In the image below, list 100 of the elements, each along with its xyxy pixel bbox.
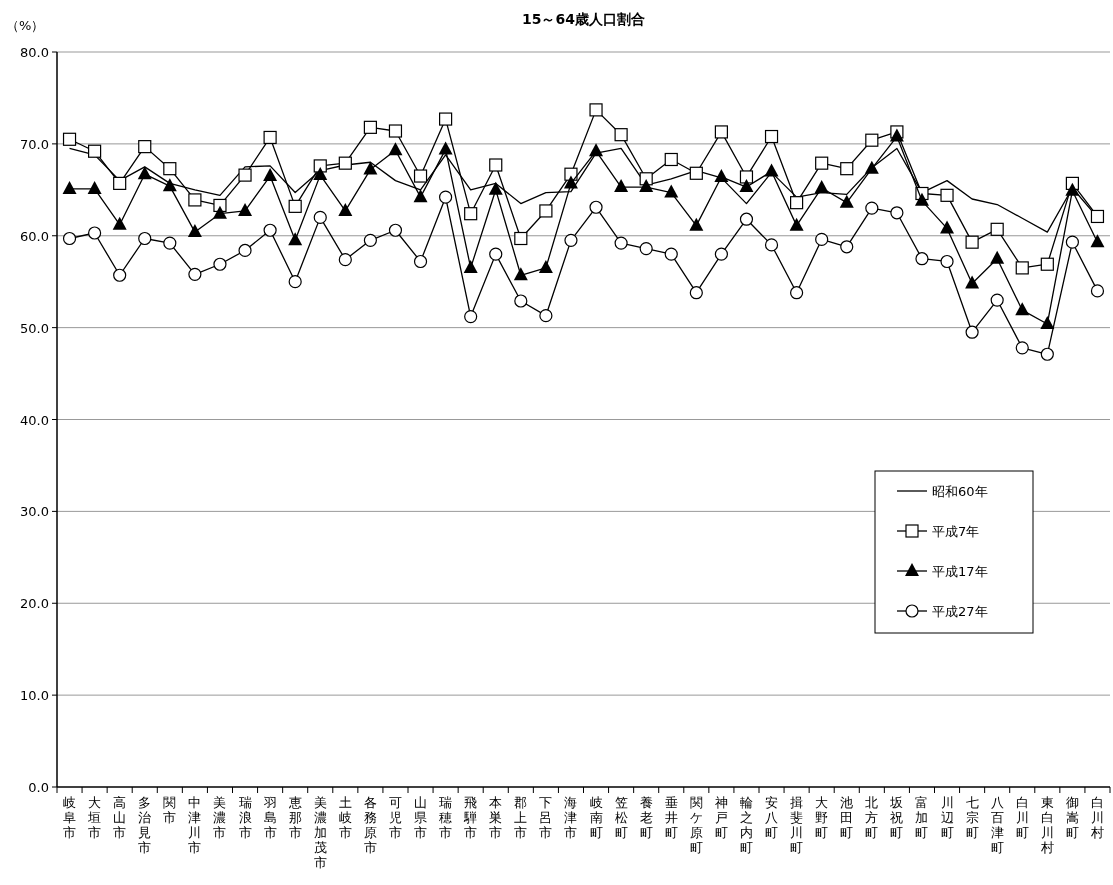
point — [514, 231, 528, 246]
x-tick-label: 美濃加茂市 — [313, 795, 327, 870]
point — [489, 247, 503, 261]
point — [1090, 209, 1105, 224]
x-tick-label: 郡上市 — [514, 795, 528, 840]
point — [338, 202, 353, 216]
point — [990, 222, 1004, 236]
point — [614, 179, 629, 193]
x-tick-label: 羽島市 — [262, 795, 277, 840]
x-tick-label: 岐南町 — [589, 795, 603, 840]
y-axis-title: （%） — [6, 18, 45, 33]
point — [188, 267, 202, 281]
y-tick-label: 50.0 — [20, 320, 49, 336]
point — [614, 128, 628, 142]
x-tick-label: 瑞穂市 — [439, 795, 453, 840]
point — [363, 120, 377, 134]
point — [714, 125, 728, 139]
point — [865, 201, 879, 215]
point — [463, 259, 478, 273]
point — [714, 247, 728, 261]
point — [914, 192, 929, 206]
point — [464, 310, 478, 324]
point — [489, 158, 503, 172]
x-tick-label: 笠松町 — [614, 795, 628, 840]
point — [138, 140, 152, 154]
point — [464, 207, 478, 221]
point — [363, 161, 378, 175]
point — [388, 124, 403, 138]
point — [564, 233, 578, 247]
point — [238, 243, 252, 258]
point — [513, 267, 528, 281]
y-tick-label: 10.0 — [20, 688, 49, 704]
point — [113, 268, 127, 282]
point — [664, 247, 678, 261]
x-tick-label: 富加町 — [915, 795, 929, 840]
point — [589, 200, 603, 214]
point — [88, 144, 102, 158]
point — [940, 220, 955, 234]
chart-title: 15～64歳人口割合 — [522, 11, 645, 27]
point — [413, 254, 428, 269]
point — [138, 231, 152, 246]
point — [563, 175, 578, 189]
point — [764, 129, 779, 144]
x-tick-label: 各務原市 — [363, 795, 377, 855]
y-tick-label: 60.0 — [20, 228, 49, 244]
point — [790, 286, 804, 300]
x-tick-label: 関市 — [163, 795, 177, 825]
x-tick-label: 川辺町 — [940, 795, 954, 840]
point — [62, 231, 77, 246]
point — [288, 275, 302, 289]
point — [815, 156, 829, 170]
point — [789, 217, 804, 231]
x-tick-label: 関ケ原町 — [689, 795, 703, 855]
point — [62, 180, 77, 194]
point — [212, 205, 227, 219]
point — [1090, 284, 1105, 298]
point — [865, 133, 879, 147]
point — [263, 223, 277, 237]
point — [112, 216, 127, 230]
x-tick-label: 白川村 — [1089, 795, 1104, 840]
x-tick-label: 垂井町 — [664, 795, 678, 840]
point — [263, 168, 278, 182]
x-tick-label: 坂祝町 — [889, 795, 904, 840]
point — [990, 293, 1004, 307]
x-tick-label: 岐阜市 — [63, 795, 77, 840]
point — [689, 217, 704, 231]
point — [664, 184, 679, 198]
y-tick-label: 0.0 — [28, 780, 49, 795]
x-tick-label: 安八町 — [765, 795, 779, 840]
point — [1065, 235, 1079, 249]
x-tick-label: 高山市 — [113, 795, 127, 840]
x-tick-label: 海津市 — [564, 795, 578, 840]
y-tick-label: 20.0 — [20, 596, 49, 612]
y-tick-label: 30.0 — [20, 504, 49, 520]
x-tick-label: 可児市 — [388, 795, 402, 840]
point — [288, 199, 302, 213]
x-tick-label: 白川町 — [1015, 795, 1029, 840]
y-tick-label: 70.0 — [20, 136, 49, 152]
x-tick-label: 美濃市 — [213, 795, 227, 840]
point — [363, 233, 377, 247]
point — [137, 166, 152, 180]
point — [840, 240, 854, 254]
x-tick-label: 北方町 — [865, 795, 879, 840]
point — [313, 159, 327, 173]
point — [739, 179, 754, 193]
point — [213, 257, 227, 271]
point — [514, 294, 528, 308]
point — [87, 180, 102, 194]
point — [814, 179, 829, 193]
legend-label: 平成7年 — [932, 524, 980, 539]
point — [62, 132, 77, 146]
point — [839, 194, 854, 208]
point — [288, 232, 303, 246]
point — [163, 162, 177, 176]
x-tick-label: 多治見市 — [138, 795, 152, 855]
x-tick-label: 恵那市 — [287, 795, 302, 840]
point — [338, 253, 352, 267]
x-tick-label: 東白川村 — [1039, 795, 1054, 855]
legend-label: 平成17年 — [932, 564, 988, 579]
x-tick-label: 揖斐川町 — [790, 795, 804, 855]
